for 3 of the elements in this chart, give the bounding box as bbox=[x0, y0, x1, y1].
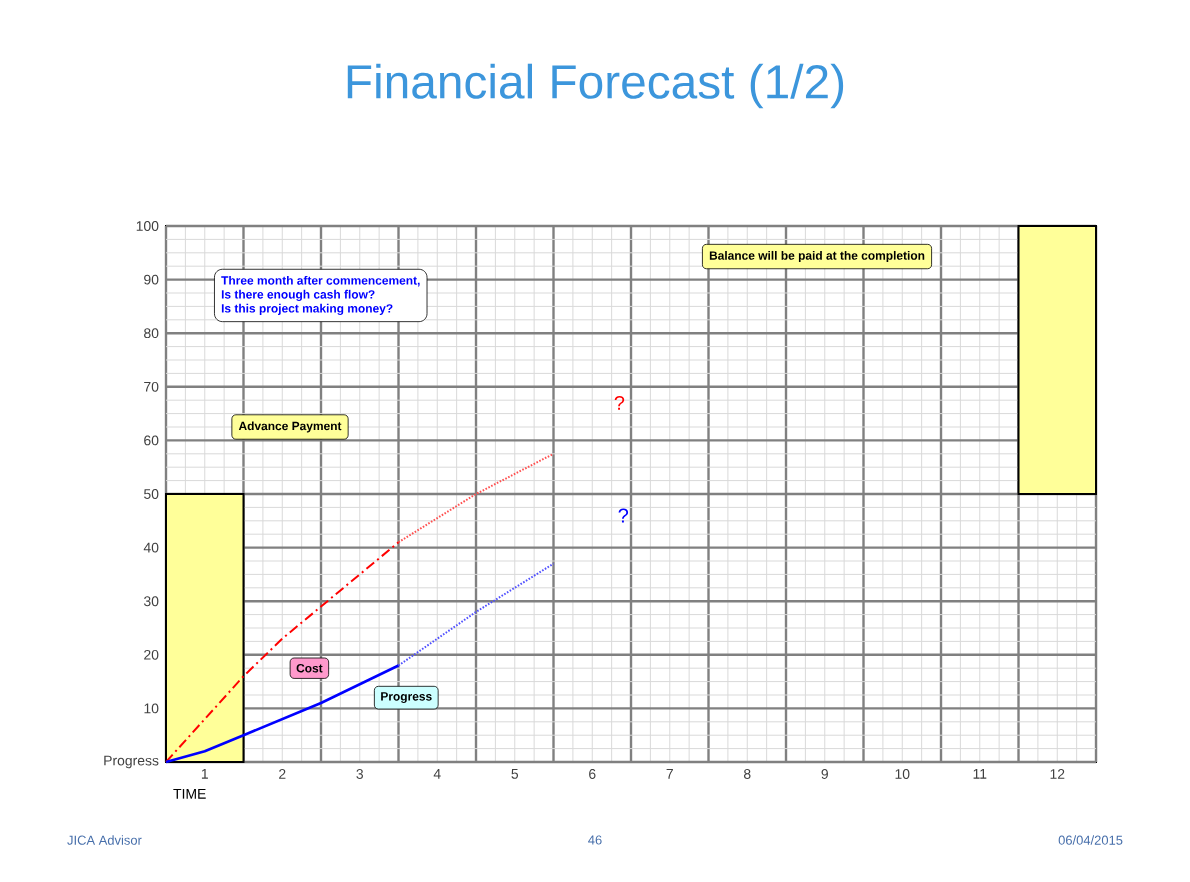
annotation: ? bbox=[614, 395, 625, 410]
annotation: ? bbox=[618, 508, 629, 523]
chart-title: Financial Forecast (1/2) bbox=[347, 63, 844, 109]
